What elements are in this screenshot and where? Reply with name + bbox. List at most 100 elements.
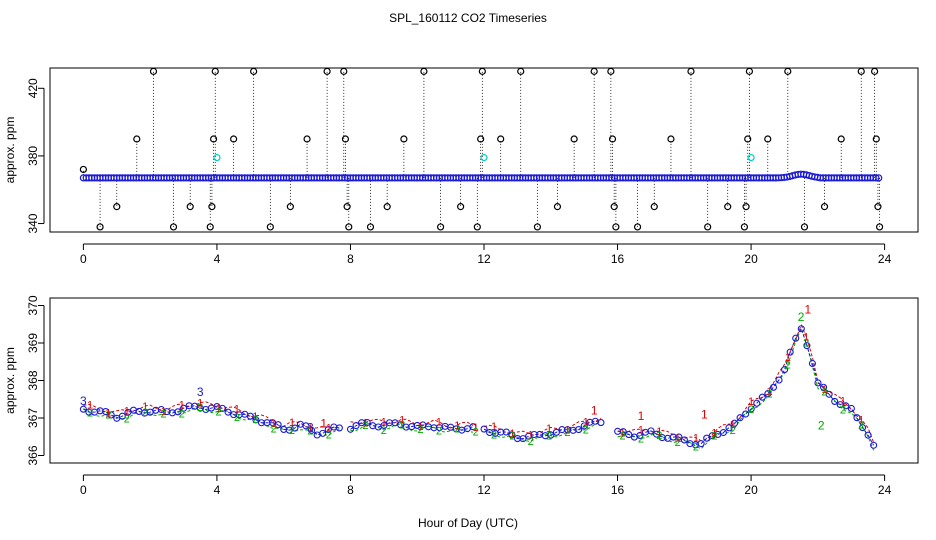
data-point: [864, 431, 872, 439]
flag-point: [286, 203, 294, 211]
data-point: [820, 383, 828, 391]
series-marker: 2: [564, 427, 570, 439]
flag-point: [610, 203, 618, 211]
series-marker: 1: [87, 400, 93, 412]
x-tick-label: 8: [347, 483, 354, 497]
data-point: [847, 404, 855, 413]
flag-point: [209, 135, 218, 143]
data-point: [825, 390, 833, 398]
series-marker: 1: [675, 433, 681, 445]
series-marker: 2: [840, 404, 846, 416]
x-axis-label: Hour of Day (UTC): [418, 516, 518, 530]
series-marker: 1: [821, 384, 827, 396]
data-point: [597, 419, 605, 427]
flag-point: [186, 203, 194, 211]
data-point: [346, 425, 355, 433]
data-point: [853, 414, 861, 422]
series-marker: 2: [619, 430, 625, 442]
data-point: [308, 426, 316, 434]
flag-point: [113, 203, 121, 211]
series-marker: 1: [216, 403, 222, 415]
series-label: 1: [804, 302, 811, 316]
x-tick-label: 4: [214, 483, 221, 497]
data-point: [636, 431, 644, 440]
series-marker: 2: [473, 427, 479, 439]
data-point: [79, 405, 87, 413]
flag-point: [96, 223, 104, 231]
flag-point: [876, 223, 884, 231]
series-marker: 2: [179, 408, 185, 420]
flag-point: [457, 203, 465, 211]
x-tick-label: 20: [744, 483, 758, 497]
flag-point: [667, 135, 675, 143]
series-marker: 1: [160, 406, 166, 418]
data-point: [335, 424, 343, 432]
series-line: [83, 405, 340, 436]
series-marker: 2: [105, 410, 111, 422]
data-point: [753, 399, 761, 407]
data-point: [552, 428, 560, 436]
data-point: [872, 174, 880, 182]
cal-point: [747, 154, 755, 162]
series-marker: 2: [307, 425, 313, 437]
data-point: [302, 422, 310, 430]
series-marker: 2: [730, 425, 736, 437]
series-marker: 1: [491, 421, 497, 433]
flag-point: [607, 67, 615, 75]
flag-point: [553, 203, 562, 211]
flag-point: [870, 67, 879, 75]
data-point: [575, 426, 583, 434]
series-marker: 1: [271, 418, 277, 430]
flag-point: [383, 203, 391, 211]
series-marker: 1: [307, 423, 313, 435]
series-marker: 2: [399, 420, 405, 432]
series-marker: 2: [124, 413, 130, 425]
series-line: [83, 401, 340, 429]
data-point: [808, 359, 816, 368]
series-label: 2: [818, 419, 825, 433]
data-point: [274, 421, 282, 429]
cal-point: [480, 154, 488, 162]
series-marker: 2: [271, 423, 277, 435]
x-tick-label: 12: [477, 252, 491, 266]
flag-point: [742, 203, 750, 211]
series-marker: 2: [546, 430, 552, 442]
series-marker: 1: [197, 397, 203, 409]
series-label: 1: [591, 404, 598, 418]
series-marker: 2: [197, 402, 203, 414]
y-tick-label: 369: [26, 333, 40, 353]
x-tick-label: 24: [878, 483, 892, 497]
series-marker: 2: [766, 388, 772, 400]
flag-point: [650, 203, 658, 211]
series-marker: 1: [252, 411, 258, 423]
y-tick-label: 368: [26, 370, 40, 390]
data-point: [769, 383, 778, 391]
series-marker: 2: [785, 360, 791, 372]
data-point: [870, 441, 878, 449]
data-point: [619, 428, 627, 436]
series-marker: 2: [454, 424, 460, 436]
x-tick-label: 0: [80, 252, 87, 266]
data-point: [703, 434, 711, 442]
flag-point: [800, 223, 809, 231]
series-marker: 2: [748, 404, 754, 416]
series-marker: 1: [326, 423, 332, 435]
cal-point: [213, 154, 221, 162]
flag-point: [837, 135, 845, 143]
data-point: [469, 423, 477, 431]
y-tick-label: 380: [26, 146, 40, 166]
series-marker: 2: [858, 419, 864, 431]
series-label: 1: [701, 407, 708, 421]
flag-point: [211, 67, 219, 75]
flag-point: [874, 203, 882, 211]
series-marker: 1: [124, 406, 130, 418]
data-point: [742, 410, 750, 418]
series-marker: 1: [564, 425, 570, 437]
series-marker: 2: [234, 412, 240, 424]
series-marker: 1: [418, 421, 424, 433]
data-point: [680, 436, 688, 444]
series-marker: 2: [142, 407, 148, 419]
flag-point: [820, 203, 829, 211]
data-point: [858, 424, 867, 432]
